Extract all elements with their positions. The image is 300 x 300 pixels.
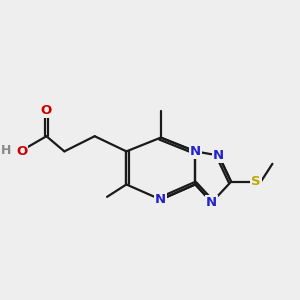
Text: O: O [16,145,27,158]
Text: N: N [190,145,201,158]
Text: N: N [155,193,166,206]
Text: O: O [41,103,52,116]
Text: N: N [206,196,218,209]
Text: N: N [213,149,224,162]
Text: H: H [1,143,11,157]
Text: S: S [251,175,261,188]
